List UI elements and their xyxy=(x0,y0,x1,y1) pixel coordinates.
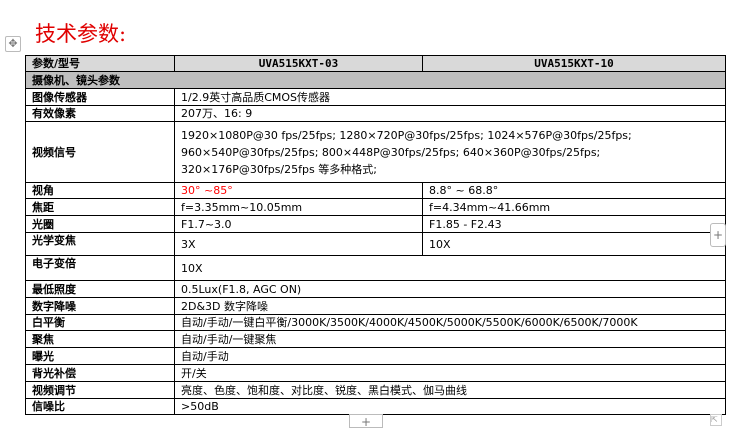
row-key: 光圈 xyxy=(25,215,175,233)
video-line: 960×540P@30fps/25fps; 800×448P@30fps/25f… xyxy=(181,145,601,159)
row-key: 白平衡 xyxy=(25,314,175,331)
resize-icon[interactable]: ⇱ xyxy=(710,414,722,426)
row-key: 视频调节 xyxy=(25,381,175,399)
table-row: 电子变倍 10X xyxy=(25,255,726,281)
row-value: 0.5Lux(F1.8, AGC ON) xyxy=(174,280,726,298)
value-model-a: 3X xyxy=(174,232,423,256)
add-column-plus-icon[interactable]: + xyxy=(710,223,726,247)
header-model-b: UVA515KXT-10 xyxy=(422,55,726,72)
section-heading: 摄像机、镜头参数 xyxy=(25,71,726,89)
row-key: 焦距 xyxy=(25,198,175,216)
move-handle-icon[interactable]: ✥ xyxy=(5,36,21,52)
row-key: 光学变焦 xyxy=(25,232,175,256)
row-value: 1920×1080P@30 fps/25fps; 1280×720P@30fps… xyxy=(174,121,726,183)
row-key: 有效像素 xyxy=(25,105,175,122)
row-value: 2D&3D 数字降噪 xyxy=(174,297,726,315)
row-key: 视角 xyxy=(25,182,175,199)
row-key: 数字降噪 xyxy=(25,297,175,315)
row-key: 图像传感器 xyxy=(25,88,175,106)
row-key: 聚焦 xyxy=(25,330,175,348)
value-model-a: f=3.35mm~10.05mm xyxy=(174,198,423,216)
table-row: 光学变焦 3X 10X xyxy=(25,232,726,256)
header-model-a: UVA515KXT-03 xyxy=(174,55,423,72)
row-key: 背光补偿 xyxy=(25,364,175,382)
row-key: 最低照度 xyxy=(25,280,175,298)
row-value: 10X xyxy=(174,255,726,281)
row-value: 亮度、色度、饱和度、对比度、锐度、黑白模式、伽马曲线 xyxy=(174,381,726,399)
row-key: 视频信号 xyxy=(25,121,175,183)
row-value: 开/关 xyxy=(174,364,726,382)
table-row: 信噪比 >50dB xyxy=(25,398,726,415)
value-model-b: F1.85 - F2.43 xyxy=(422,215,726,233)
row-value: 自动/手动 xyxy=(174,347,726,365)
table-row: 最低照度 0.5Lux(F1.8, AGC ON) xyxy=(25,280,726,298)
value-model-a: 30° ~85° xyxy=(174,182,423,199)
row-value: 自动/手动/一键聚焦 xyxy=(174,330,726,348)
value-model-b: 10X xyxy=(422,232,726,256)
table-header-row: 参数/型号 UVA515KXT-03 UVA515KXT-10 xyxy=(25,55,726,72)
table-row: 有效像素 207万、16: 9 xyxy=(25,105,726,122)
table-row: 视频调节 亮度、色度、饱和度、对比度、锐度、黑白模式、伽马曲线 xyxy=(25,381,726,399)
value-model-b: 8.8° ~ 68.8° xyxy=(422,182,726,199)
row-key: 曝光 xyxy=(25,347,175,365)
table-row: 视角 30° ~85° 8.8° ~ 68.8° xyxy=(25,182,726,199)
spec-table: 参数/型号 UVA515KXT-03 UVA515KXT-10 摄像机、镜头参数… xyxy=(25,55,726,415)
video-line: 1920×1080P@30 fps/25fps; 1280×720P@30fps… xyxy=(181,128,632,142)
value-model-b: f=4.34mm~41.66mm xyxy=(422,198,726,216)
row-key: 信噪比 xyxy=(25,398,175,415)
table-row: 图像传感器 1/2.9英寸高品质CMOS传感器 xyxy=(25,88,726,106)
row-key: 电子变倍 xyxy=(25,255,175,281)
add-row-plus-icon[interactable]: + xyxy=(349,414,383,429)
value-model-a: F1.7~3.0 xyxy=(174,215,423,233)
row-value: 207万、16: 9 xyxy=(174,105,726,122)
row-value: 1/2.9英寸高品质CMOS传感器 xyxy=(174,88,726,106)
row-value: >50dB xyxy=(174,398,726,415)
table-row: 背光补偿 开/关 xyxy=(25,364,726,382)
header-label: 参数/型号 xyxy=(25,55,175,72)
row-value: 自动/手动/一键白平衡/3000K/3500K/4000K/4500K/5000… xyxy=(174,314,726,331)
table-row: 视频信号 1920×1080P@30 fps/25fps; 1280×720P@… xyxy=(25,121,726,183)
table-row: 焦距 f=3.35mm~10.05mm f=4.34mm~41.66mm xyxy=(25,198,726,216)
table-row: 白平衡 自动/手动/一键白平衡/3000K/3500K/4000K/4500K/5… xyxy=(25,314,726,331)
video-line: 320×176P@30fps/25fps 等多种格式; xyxy=(181,162,377,176)
page-title: 技术参数: xyxy=(35,22,127,46)
table-row: 光圈 F1.7~3.0 F1.85 - F2.43 xyxy=(25,215,726,233)
table-row: 聚焦 自动/手动/一键聚焦 xyxy=(25,330,726,348)
table-row: 曝光 自动/手动 xyxy=(25,347,726,365)
table-row: 数字降噪 2D&3D 数字降噪 xyxy=(25,297,726,315)
